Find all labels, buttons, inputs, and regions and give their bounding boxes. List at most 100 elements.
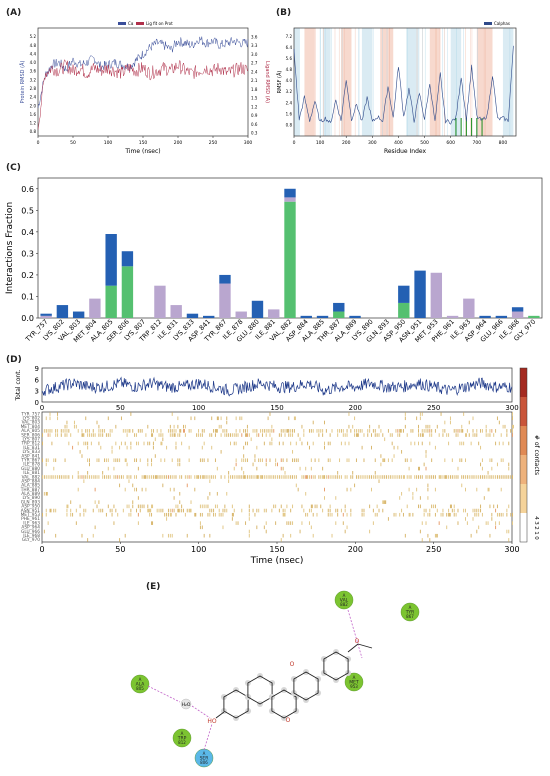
heatmap-cell [367,475,369,479]
heatmap-cell [147,508,150,513]
heatmap-cell [126,475,128,479]
heatmap-cell [363,512,365,517]
heatmap-cell [354,483,356,488]
heatmap-cell [169,533,171,538]
heatmap-cell [147,424,149,429]
heatmap-cell [64,433,66,437]
heatmap-cell [45,416,47,421]
heatmap-cell [181,508,183,513]
heatmap-cell [419,504,421,509]
heatmap-cell [102,475,104,479]
heatmap-cell [305,466,307,471]
heatmap-cell [64,458,66,463]
heatmap-cell [339,458,341,463]
heatmap-cell [493,475,495,479]
heatmap-cell [427,429,429,433]
heatmap-cell [243,429,245,433]
heatmap-cell [177,416,179,421]
x-tick-label: 150 [269,545,284,554]
y-tick-label: 5.2 [30,34,37,39]
heatmap-cell [487,487,490,492]
heatmap-cell [282,458,284,463]
heatmap-cell [261,475,263,479]
heatmap-cell [139,504,141,509]
heatmap-cell [96,504,98,509]
heatmap-cell [111,450,113,454]
heatmap-cell [384,458,386,463]
heatmap-cell [483,475,485,479]
heatmap-cell [209,433,211,437]
heatmap-row-label: ILE_878 [23,462,40,468]
heatmap-cell [487,475,489,479]
heatmap-cell [47,475,49,479]
heatmap-cell [141,504,143,509]
heatmap-cell [177,462,179,467]
heatmap-cell [258,458,260,463]
heatmap-cell [199,521,201,525]
residue-chain: A [353,675,356,680]
heatmap-cell [476,475,478,479]
heatmap-cell [275,475,277,479]
heatmap-cell [104,429,106,433]
heatmap-cell [337,471,339,475]
heatmap-cell [222,508,224,513]
heatmap-cell [303,475,305,479]
heatmap-cell [466,475,468,479]
heatmap-cell [151,475,153,479]
heatmap-cell [481,429,483,433]
heatmap-cell [179,500,181,504]
sse-band [322,28,331,136]
heatmap-cell [355,458,357,463]
heatmap-cell [254,475,256,479]
heatmap-row-label: LYS_807 [22,437,40,443]
heatmap-cell [171,533,173,538]
heatmap-cell [107,466,109,471]
heatmap-cell [369,429,371,433]
heatmap-cell [273,429,275,433]
heatmap-cell [438,433,440,437]
heatmap-cell [346,525,348,530]
heatmap-cell [292,521,294,525]
heatmap-cell [292,475,294,479]
heatmap-cell [308,508,310,513]
hbond-line [347,609,363,659]
heatmap-cell [431,458,433,463]
heatmap-cell [226,416,228,421]
heatmap-cell [288,416,290,421]
heatmap-cell [371,445,372,450]
heatmap-cell [444,420,446,425]
legend-label: Calphas [494,21,510,26]
heatmap-cell [269,458,271,463]
heatmap-cell [393,475,395,479]
heatmap-cell [470,533,472,538]
heatmap-cell [94,475,96,479]
heatmap-cell [226,429,228,433]
heatmap-cell [512,512,513,517]
heatmap-cell [245,458,247,463]
heatmap-cell [491,429,493,433]
heatmap-cell [301,424,303,429]
heatmap-cell [495,525,497,530]
heatmap-cell [295,475,297,479]
colorbar-tick-label: 3 [533,521,539,525]
heatmap-cell [256,429,258,433]
heatmap-cell [136,441,137,446]
heatmap-cell [303,429,305,433]
heatmap-cell [307,475,309,479]
heatmap-cell [145,475,147,479]
heatmap-cell [442,475,444,479]
heatmap-cell [233,433,235,437]
heatmap-cell [147,441,149,446]
heatmap-cell [442,433,444,437]
heatmap-cell [205,504,207,509]
heatmap-cell [53,475,55,479]
hbond-line [191,705,211,719]
heatmap-cell [171,508,173,513]
heatmap-cell [322,429,324,433]
heatmap-cell [376,433,378,437]
heatmap-cell [476,429,478,433]
heatmap-cell [66,508,68,513]
bar-water-bridges [414,270,426,318]
heatmap-cell [461,424,463,429]
heatmap-cell [461,441,463,446]
